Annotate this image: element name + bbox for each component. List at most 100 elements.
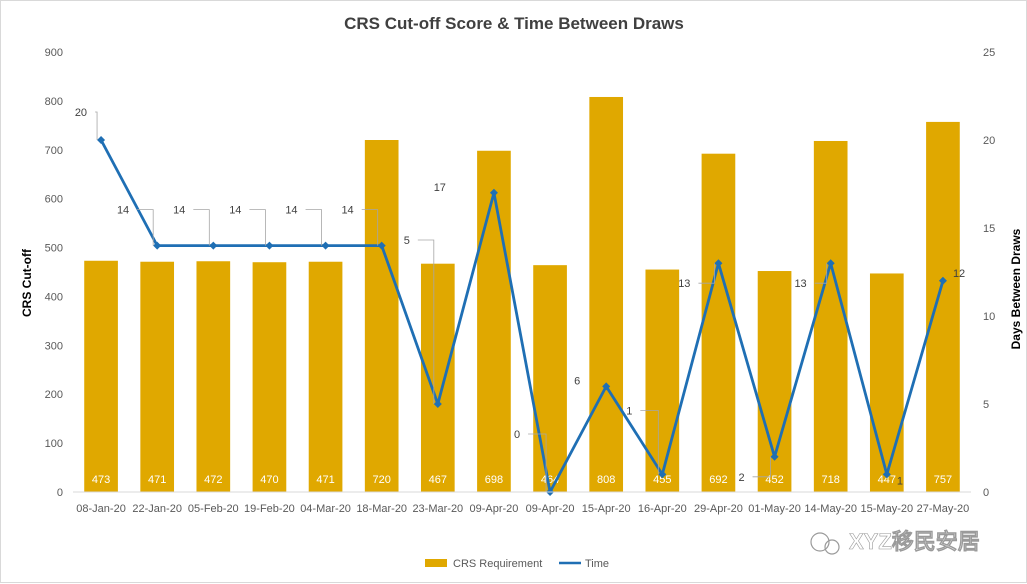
watermark: XYZ移民安居 (810, 529, 980, 555)
line-series: 20 14 14 14 14 14 5 17 0 6 1 13 2 13 1 12 (75, 107, 965, 496)
time-point (377, 241, 386, 250)
x-axis: 08-Jan-20 22-Jan-20 05-Feb-20 19-Feb-20 04-M… (73, 491, 971, 515)
time-value-label: 13 (794, 278, 806, 290)
bar (364, 140, 399, 492)
y-tick-label: 400 (45, 291, 63, 303)
x-tick-label: 14-May-20 (804, 503, 857, 515)
time-value-label: 12 (953, 268, 965, 280)
time-point (882, 470, 891, 479)
bar (645, 269, 680, 492)
label-leader (417, 239, 435, 404)
y-tick-label: 100 (45, 438, 63, 450)
y2-tick-label: 0 (983, 487, 989, 499)
time-point (938, 276, 947, 285)
bar-value-label: 473 (92, 474, 110, 486)
time-value-label: 6 (574, 375, 580, 387)
time-point (433, 400, 442, 408)
x-tick-label: 15-Apr-20 (582, 503, 631, 515)
y-tick-label: 600 (45, 194, 63, 206)
x-tick-label: 18-Mar-20 (356, 503, 407, 515)
bar-series: 473 471 472 470 471 720 467 698 464 808 455 692 452 7… (84, 96, 960, 493)
time-value-label: 1 (897, 475, 903, 487)
bar (533, 265, 567, 492)
time-value-label: 14 (173, 205, 185, 217)
bar (477, 150, 511, 492)
bar (140, 261, 175, 492)
bar-value-label: 447 (878, 474, 896, 486)
x-tick-label: 23-Mar-20 (412, 503, 463, 515)
time-point (714, 259, 723, 268)
x-tick-label: 09-Apr-20 (526, 503, 575, 515)
y-axis-left: 0 100 200 300 400 500 600 700 800 900 (45, 47, 63, 499)
bar-value-label: 808 (597, 474, 615, 486)
x-tick-label: 09-Apr-20 (469, 503, 518, 515)
wechat-icon (810, 532, 830, 552)
time-value-label: 1 (626, 405, 632, 417)
label-leader (249, 209, 266, 246)
y2-tick-label: 15 (983, 223, 995, 235)
x-tick-label: 15-May-20 (861, 503, 914, 515)
y2-tick-label: 25 (983, 47, 995, 59)
wechat-icon-bubble (824, 539, 840, 555)
label-leader (640, 409, 659, 475)
bar (196, 261, 231, 492)
x-tick-label: 29-Apr-20 (694, 503, 743, 515)
bar-value-label: 471 (316, 474, 334, 486)
time-value-label: 0 (514, 429, 520, 441)
bar-value-label: 467 (429, 474, 447, 486)
label-leader (305, 209, 322, 246)
bar-value-label: 718 (822, 474, 840, 486)
bar (84, 260, 118, 492)
bar (813, 140, 848, 492)
time-value-label: 14 (341, 205, 353, 217)
bar-value-label: 455 (653, 474, 671, 486)
bar (589, 96, 624, 492)
label-leader (361, 209, 379, 246)
label-leader (752, 456, 771, 478)
y-tick-label: 700 (45, 145, 63, 157)
x-tick-label: 01-May-20 (748, 503, 801, 515)
bar (869, 273, 904, 492)
label-leader (528, 433, 547, 492)
x-tick-label: 05-Feb-20 (188, 503, 239, 515)
time-point (209, 241, 218, 250)
time-point (153, 241, 162, 250)
time-value-label: 17 (434, 182, 446, 194)
time-point (770, 452, 779, 461)
time-value-label: 14 (285, 205, 297, 217)
time-point (321, 241, 330, 250)
x-tick-label: 08-Jan-20 (76, 503, 126, 515)
label-leader (698, 263, 715, 284)
x-tick-label: 04-Mar-20 (300, 503, 351, 515)
legend-label-bars: CRS Requirement (453, 558, 542, 570)
legend-swatch-bars (425, 559, 447, 567)
x-tick-label: 22-Jan-20 (132, 503, 182, 515)
time-value-label: 2 (738, 472, 744, 484)
time-value-label: 14 (229, 205, 241, 217)
y-axis-label: CRS Cut-off (20, 248, 34, 317)
y2-axis-label: Days Between Draws (1009, 228, 1023, 349)
time-point (489, 188, 498, 197)
y-tick-label: 0 (57, 487, 63, 499)
y-tick-label: 800 (45, 96, 63, 108)
time-point (602, 382, 611, 391)
y-tick-label: 200 (45, 389, 63, 401)
label-leader (814, 263, 828, 284)
bar-value-label: 452 (765, 474, 783, 486)
bar-value-label: 472 (204, 474, 222, 486)
bar (420, 263, 455, 492)
x-tick-label: 16-Apr-20 (638, 503, 687, 515)
bar-value-label: 692 (709, 474, 727, 486)
chart-title: CRS Cut-off Score & Time Between Draws (344, 14, 684, 33)
y2-tick-label: 5 (983, 399, 989, 411)
bar-value-label: 471 (148, 474, 166, 486)
legend: CRS Requirement Time (425, 558, 609, 570)
bar-value-label: 470 (260, 474, 278, 486)
watermark-text: XYZ移民安居 (849, 529, 980, 554)
time-line (99, 139, 945, 494)
time-value-label: 5 (404, 235, 410, 247)
time-value-label: 14 (117, 205, 129, 217)
bar (926, 121, 960, 493)
bar-value-label: 698 (485, 474, 503, 486)
